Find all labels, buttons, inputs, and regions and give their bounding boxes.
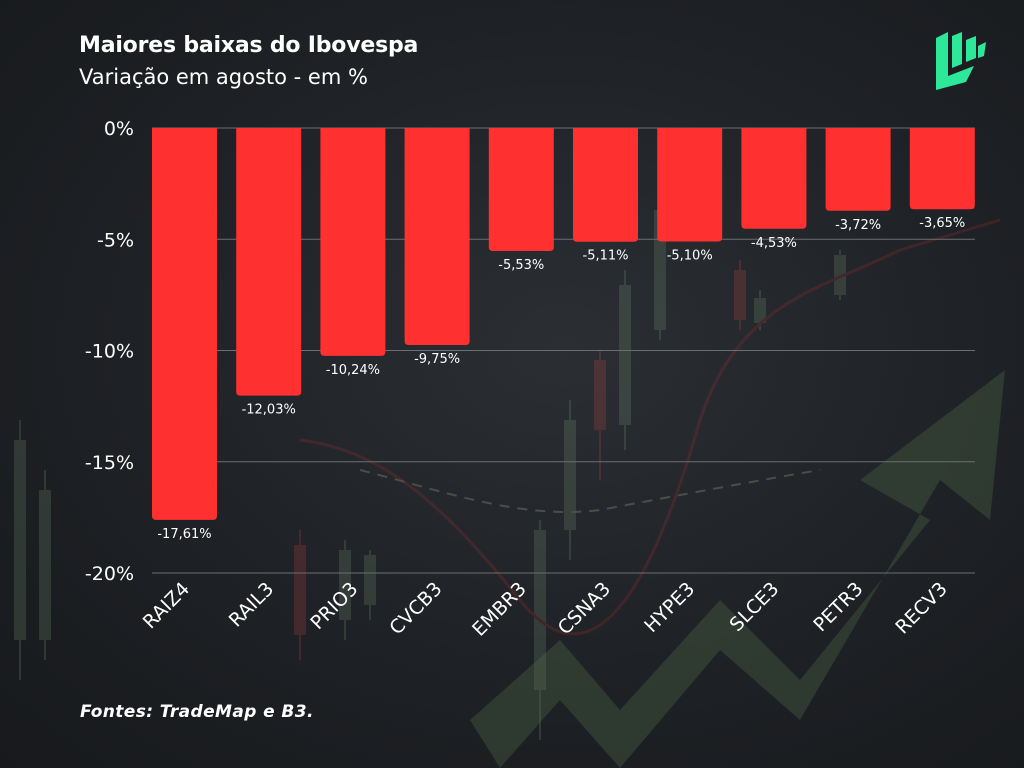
value-label: -5,10%	[667, 248, 713, 263]
x-tick-label: PETR3	[809, 578, 867, 636]
chart-subtitle: Variação em agosto - em %	[79, 65, 368, 89]
value-label: -5,11%	[583, 249, 629, 264]
y-tick-label: -20%	[85, 563, 134, 585]
decor-arrow	[470, 370, 1005, 768]
x-tick-label: CSNA3	[554, 578, 615, 639]
decor-red-curve	[299, 218, 1001, 636]
decor-dashed-curve	[359, 469, 821, 513]
value-label: -3,72%	[835, 218, 881, 233]
x-tick-label: RAIL3	[225, 578, 279, 632]
bar-recv3	[909, 128, 975, 210]
y-tick-label: -15%	[85, 452, 134, 474]
value-label: -12,03%	[242, 403, 296, 418]
value-label: -10,24%	[326, 363, 380, 378]
y-tick-label: 0%	[104, 118, 134, 140]
bar-hype3	[657, 128, 723, 242]
x-tick-label: SLCE3	[725, 578, 783, 636]
value-label: -17,61%	[157, 527, 211, 542]
bar-slce3	[741, 128, 807, 229]
bar-petr3	[825, 128, 891, 211]
x-axis-ticks: RAIZ4 RAIL3 PRIO3 CVCB3 EMBR3 CSNA3 HYPE3 SLCE3…	[139, 578, 952, 641]
brand-logo-icon	[936, 32, 986, 90]
bar-raiz4	[152, 128, 217, 520]
x-tick-label: RECV3	[891, 578, 952, 639]
chart-title: Maiores baixas do Ibovespa	[79, 33, 419, 58]
bar-rail3	[236, 128, 302, 396]
x-tick-label: PRIO3	[306, 578, 362, 634]
value-label: -4,53%	[751, 236, 797, 251]
value-label: -3,65%	[919, 216, 965, 231]
value-labels: -17,61% -12,03% -10,24% -9,75% -5,53% -5,11% -…	[157, 216, 965, 542]
source-note: Fontes: TradeMap e B3.	[80, 702, 314, 722]
x-tick-label: RAIZ4	[139, 578, 194, 633]
x-tick-label: EMBR3	[468, 578, 531, 641]
bar-cvcb3	[404, 128, 470, 345]
value-label: -5,53%	[498, 258, 544, 273]
bar-embr3	[488, 128, 554, 252]
x-tick-label: CVCB3	[385, 578, 446, 639]
x-tick-label: HYPE3	[640, 578, 699, 637]
y-axis-ticks: 0% -5% -10% -15% -20%	[85, 118, 134, 585]
value-label: -9,75%	[414, 352, 460, 367]
y-tick-label: -10%	[85, 341, 134, 363]
y-tick-label: -5%	[97, 229, 134, 251]
bars	[152, 128, 975, 520]
bar-prio3	[320, 128, 386, 356]
bar-csna3	[573, 128, 638, 242]
